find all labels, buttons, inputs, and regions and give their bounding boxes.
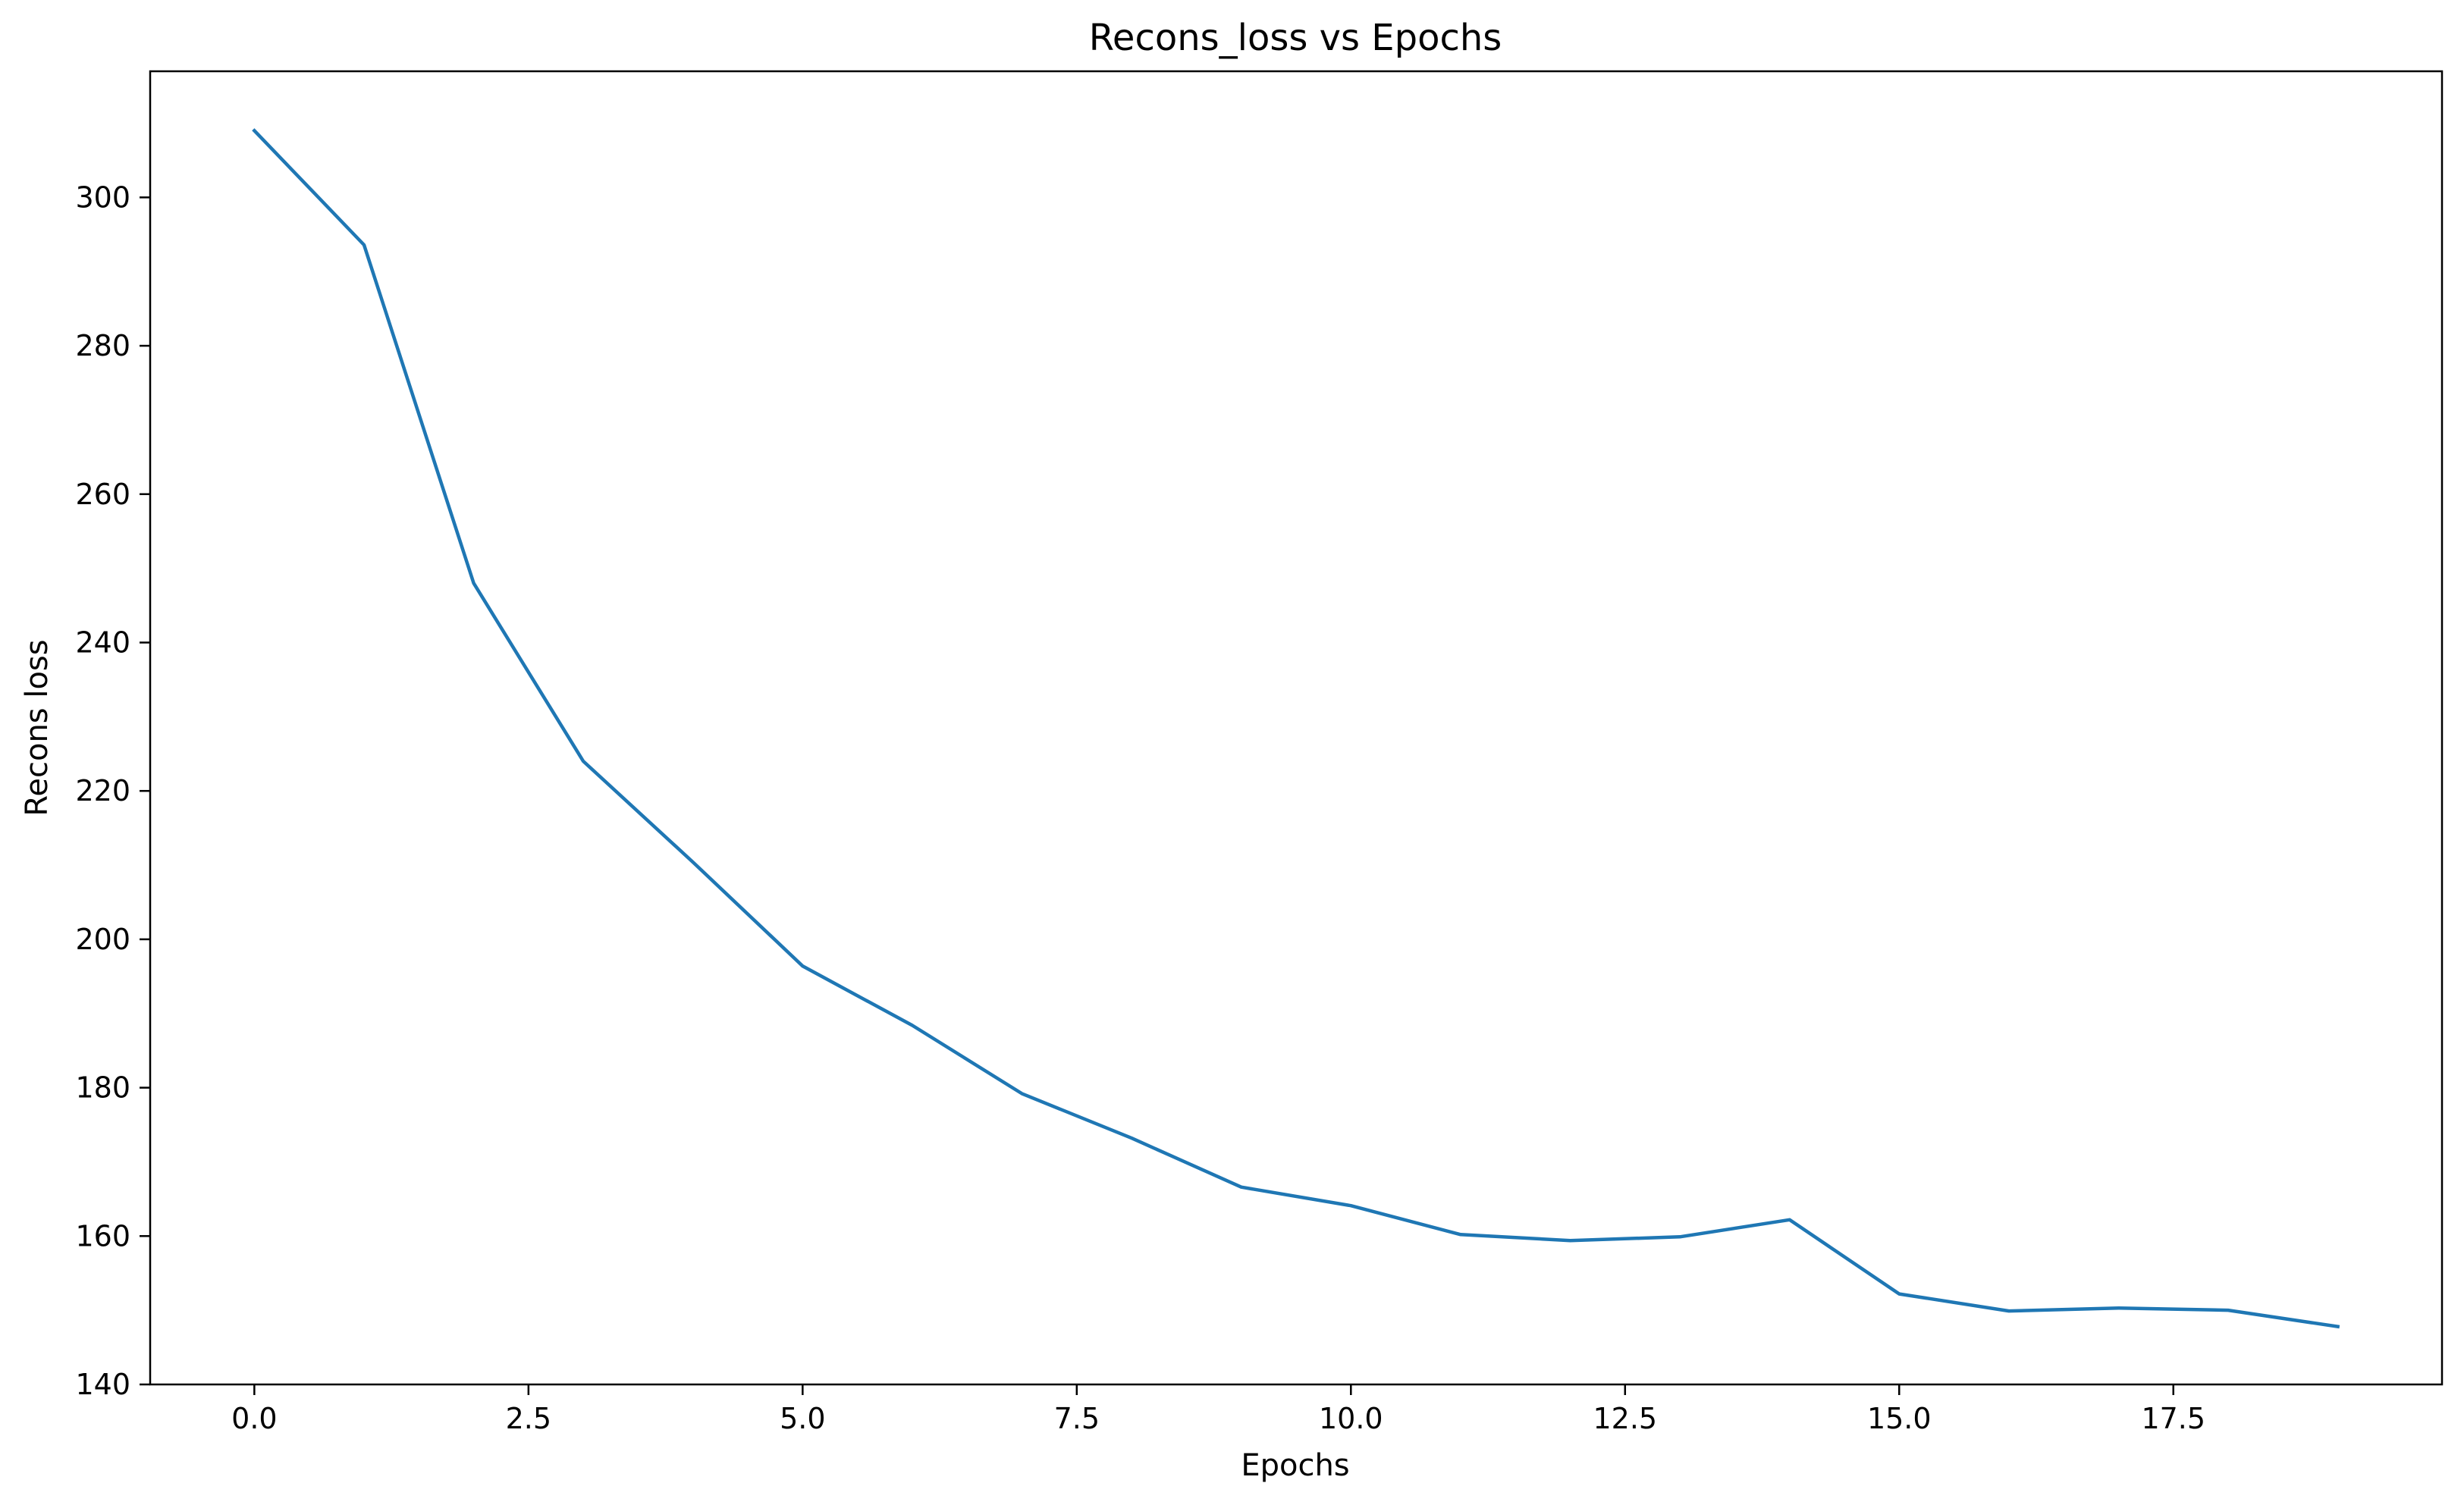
x-axis-label: Epochs	[1241, 1448, 1349, 1483]
y-tick-label: 140	[75, 1368, 130, 1401]
y-tick-label: 220	[75, 774, 130, 807]
x-tick-label: 10.0	[1319, 1402, 1383, 1435]
x-tick-label: 12.5	[1593, 1402, 1657, 1435]
y-tick-label: 260	[75, 478, 130, 511]
x-tick-label: 0.0	[231, 1402, 277, 1435]
series-layer	[252, 128, 2340, 1329]
y-tick-label: 240	[75, 626, 130, 659]
x-tick-label: 17.5	[2141, 1402, 2205, 1435]
y-tick-label: 160	[75, 1219, 130, 1253]
y-tick-label: 180	[75, 1071, 130, 1105]
x-tick-label: 5.0	[780, 1402, 825, 1435]
y-tick-label: 200	[75, 923, 130, 956]
chart-title: Recons_loss vs Epochs	[1089, 17, 1502, 59]
series-line	[252, 128, 2340, 1329]
x-tick-label: 15.0	[1867, 1402, 1932, 1435]
x-tick-label: 2.5	[506, 1402, 551, 1435]
y-tick-label: 280	[75, 329, 130, 362]
y-axis-ticks: 140 160 180 200 220 240 260 280 300	[75, 180, 150, 1401]
x-tick-label: 7.5	[1054, 1402, 1100, 1435]
x-axis-ticks: 0.0 2.5 5.0 7.5 10.0 12.5 15.0 17.5	[231, 1384, 2205, 1435]
y-axis-label: Recons loss	[20, 639, 55, 816]
y-tick-label: 300	[75, 180, 130, 214]
plot-area-frame	[149, 70, 2444, 1386]
